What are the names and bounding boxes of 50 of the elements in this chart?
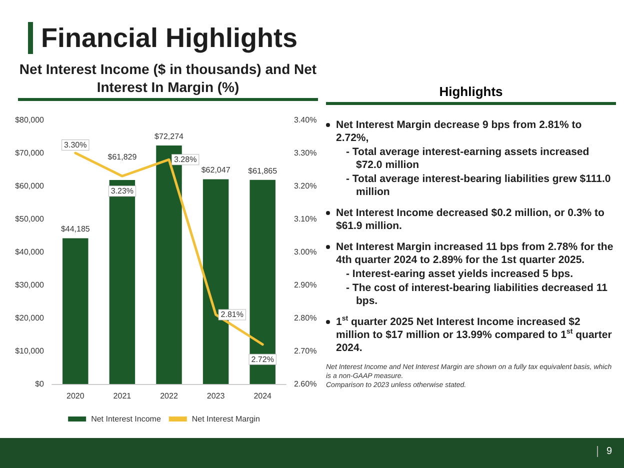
data-label: 2.81% [220,310,244,320]
data-label: $62,047 [201,166,231,175]
x-tick-label: 2022 [160,392,178,400]
x-tick-label: 2023 [206,392,226,400]
y-tick-label: $40,000 [15,248,45,256]
y2-tick-label: 3.00% [294,248,317,256]
y2-tick-label: 3.30% [294,148,317,158]
y-tick-label: $80,000 [15,116,45,124]
y-tick-label: $0 [35,380,45,388]
text: 9 [597,446,612,457]
y2-tick-label: 3.10% [294,214,317,224]
data-label: 3.23% [110,186,134,196]
y-tick-label: $20,000 [15,314,45,322]
y2-tick-label: 3.20% [294,182,317,190]
data-label: $61,829 [108,152,138,162]
text: - Interest-earing asset yields increased 5 bps. [346,268,574,281]
data-label: $44,185 [60,224,90,234]
bar [250,180,276,384]
y2-tick-label: 2.90% [294,280,317,290]
x-tick-label: 2021 [113,392,132,400]
data-label: $72,274 [154,132,184,141]
y-tick-label: $50,000 [15,214,45,224]
x-tick-label: 2020 [66,392,85,400]
text: Highlights [326,82,616,105]
text: Net Interest Margin decrease 9 bps from 2.81% to 2.72%, [336,119,583,145]
legend-label: Net Interest Income [91,414,162,424]
y-tick-label: $30,000 [15,280,45,290]
y-tick-label: $10,000 [15,346,45,356]
y2-tick-label: 2.70% [294,346,317,356]
y2-tick-label: 2.60% [294,380,317,388]
bar [109,180,136,384]
y2-tick-label: 3.40% [294,116,317,124]
text: Net Interest Margin increased 11 bps from 2.78% for the 4th quarter 2024 to 2.89% for the 1st quarter 2025. [336,241,614,267]
data-label: 3.28% [174,155,197,164]
legend-label: Net Interest Margin [192,414,260,424]
data-label: 2.72% [251,354,274,364]
text: Financial Highlights [28,22,298,54]
y2-tick-label: 2.80% [294,314,317,322]
text: - Total average interest-bearing liabilities grew $111.0 million [346,173,612,199]
text: - The cost of interest-bearing liabilities decreased 11 bps. [346,282,608,308]
data-label: 3.30% [64,140,87,150]
y-tick-label: $60,000 [15,182,45,190]
bar [62,238,88,384]
x-tick-label: 2024 [254,392,272,400]
data-label: $61,865 [248,166,278,176]
y-tick-label: $70,000 [15,148,45,158]
chart-title: Net Interest Income ($ in thousands) and Net Interest In Margin (%) [18,60,318,101]
text: Net Interest Income decreased $0.2 million, or 0.3% to $61.9 million. [336,207,606,233]
text: 1$^{st}$ quarter 2025 Net Interest Income increased $2 million to $17 million or 13.99% compared to 1$^{st}$ quarter 2024. [336,316,612,354]
text: - Total average interest-earning assets increased $72.0 million [346,146,590,172]
